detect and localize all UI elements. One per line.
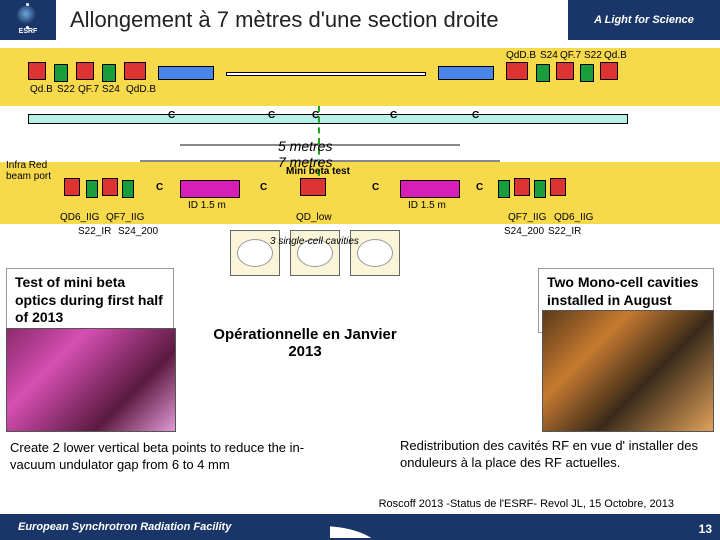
label-qdb-r1: Qd.B — [604, 50, 627, 61]
cav-label: 3 single-cell cavities — [270, 236, 359, 247]
label-c-0: C — [168, 110, 175, 121]
qd6-l: QD6_IIG — [60, 212, 99, 223]
label-c-4: C — [472, 110, 479, 121]
page-number: 13 — [699, 522, 712, 536]
label-c-3: C — [390, 110, 397, 121]
photo-left — [6, 328, 176, 432]
qd6-r: QD6_IIG — [554, 212, 593, 223]
bottom-text-right: Redistribution des cavités RF en vue d' … — [400, 438, 710, 472]
infra-red-label: Infra Red beam port — [6, 160, 66, 182]
c3-0: C — [156, 182, 163, 193]
label-s22-r1: S22 — [584, 50, 602, 61]
bottom-text-left: Create 2 lower vertical beta points to r… — [10, 440, 310, 474]
s24200-l: S24_200 — [118, 226, 158, 237]
s22ir-r: S22_IR — [548, 226, 581, 237]
label-s22-l1: S22 — [57, 84, 75, 95]
esrf-logo: ESRF — [0, 0, 56, 40]
photo-right — [542, 310, 714, 432]
label-s24-r1: S24 — [540, 50, 558, 61]
label-qf7-l1: QF.7 — [78, 84, 99, 95]
s24200-r: S24_200 — [504, 226, 544, 237]
header-bar: ESRF Allongement à 7 mètres d'une sectio… — [0, 0, 720, 40]
note-center: Opérationnelle en Janvier 2013 — [210, 326, 400, 360]
footer-bar: European Synchrotron Radiation Facility … — [0, 514, 720, 540]
label-qf7-r1: QF.7 — [560, 50, 581, 61]
mini-beta-label: Mini beta test — [286, 166, 350, 177]
logo-text: ESRF — [19, 28, 38, 35]
c3-3: C — [476, 182, 483, 193]
lattice-diagram: Qd.B S22 QF.7 S24 QdD.B QdD.B S24 QF.7 S… — [0, 40, 720, 270]
footer-swoosh-icon — [330, 516, 400, 538]
label-s24-l1: S24 — [102, 84, 120, 95]
qf7-l: QF7_IIG — [106, 212, 144, 223]
label-qdb-l1: Qd.B — [30, 84, 53, 95]
s22ir-l: S22_IR — [78, 226, 111, 237]
id-label-0: ID 1.5 m — [188, 200, 226, 211]
qdlow: QD_low — [296, 212, 332, 223]
tagline: A Light for Science — [568, 0, 720, 40]
length-5m: 5 metres — [278, 138, 332, 154]
c3-2: C — [372, 182, 379, 193]
footer-citation: Roscoff 2013 -Status de l'ESRF- Revol JL… — [373, 494, 680, 514]
c3-1: C — [260, 182, 267, 193]
qf7-r: QF7_IIG — [508, 212, 546, 223]
note-left: Test of mini beta optics during first ha… — [6, 268, 174, 333]
label-qddb-r1: QdD.B — [506, 50, 536, 61]
label-c-1: C — [268, 110, 275, 121]
page-title: Allongement à 7 mètres d'une section dro… — [56, 7, 568, 33]
id-label-1: ID 1.5 m — [408, 200, 446, 211]
label-qddb-l1: QdD.B — [126, 84, 156, 95]
content-area: Test of mini beta optics during first ha… — [0, 270, 720, 500]
